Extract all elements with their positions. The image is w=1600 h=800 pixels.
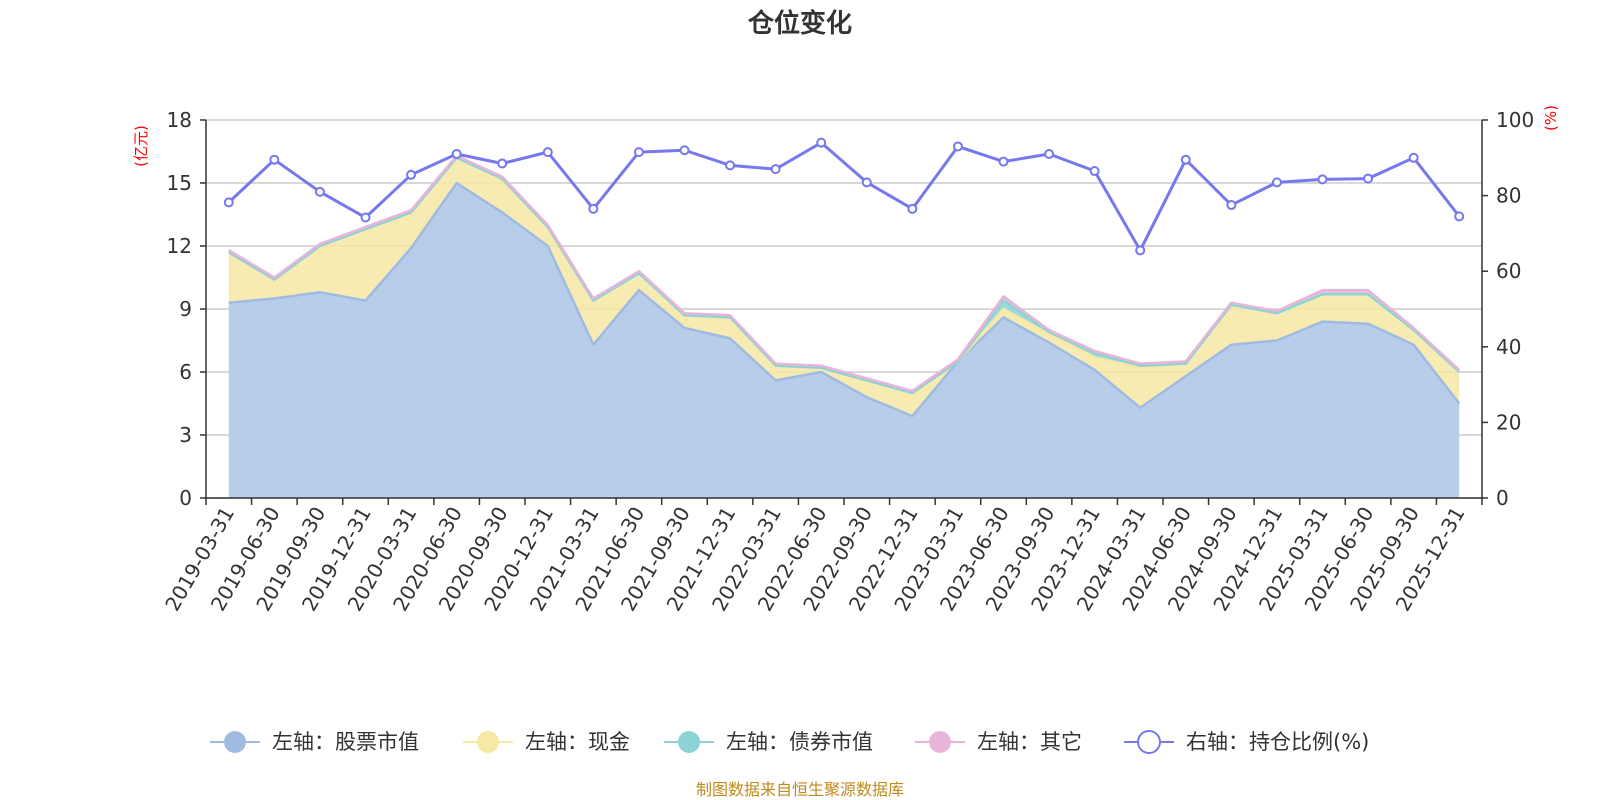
ratio-line [223,137,1465,256]
ratio-point [451,149,462,160]
ratio-point [1180,154,1191,165]
right-tick-label: 40 [1496,335,1521,359]
legend-label: 左轴：其它 [977,730,1082,754]
legend-label: 左轴：现金 [525,730,630,754]
right-tick-label: 20 [1496,410,1521,434]
ratio-point [1226,200,1237,211]
ratio-point [907,203,918,214]
ratio-point [360,212,371,223]
right-tick-label: 80 [1496,184,1521,208]
source-note: 制图数据来自恒生聚源数据库 [696,780,904,799]
legend-label: 右轴：持仓比例(%) [1186,730,1369,754]
line-bond [228,156,1461,395]
ratio-point [223,197,234,208]
left-tick-label: 18 [167,108,192,132]
legend-label: 左轴：债券市值 [726,730,873,754]
ratio-point [861,177,872,188]
left-tick-label: 6 [179,360,192,384]
ratio-point [269,154,280,165]
ratio-point [1271,177,1282,188]
left-tick-label: 3 [179,423,192,447]
right-tick-label: 60 [1496,259,1521,283]
legend-marker-icon [224,731,246,753]
ratio-point [1363,173,1374,184]
ratio-series-line [227,141,1461,252]
area-stock [228,183,1460,498]
ratio-point [1089,166,1100,177]
area-cash [228,157,1460,417]
left-tick-label: 0 [179,486,192,510]
ratio-point [1044,149,1055,160]
ratio-point [633,147,644,158]
legend-marker-icon [678,731,700,753]
chart-title: 仓位变化 [747,8,852,39]
line-other [228,154,1461,393]
legend-label: 左轴：股票市值 [272,730,419,754]
ratio-point [1317,174,1328,185]
ratio-point [679,145,690,156]
ratio-point [1135,245,1146,256]
ratio-point [497,158,508,169]
right-tick-label: 100 [1496,108,1534,132]
ratio-point [314,186,325,197]
line-stock [228,181,1461,418]
stacked-areas [228,154,1461,498]
legend-marker-icon [929,731,951,753]
ratio-point [542,147,553,158]
ratio-point [770,164,781,175]
ratio-point [588,203,599,214]
ratio-point [406,169,417,180]
ratio-point [1408,152,1419,163]
right-tick-label: 0 [1496,486,1509,510]
ratio-point [816,137,827,148]
left-tick-label: 9 [179,297,192,321]
ratio-point [998,156,1009,167]
legend-marker-icon [477,731,499,753]
legend: 左轴：股票市值 左轴：现金 左轴：债券市值 左轴：其它 右轴：持仓比例(%) [210,730,1369,754]
left-tick-label: 15 [167,171,192,195]
legend-marker-icon [1137,730,1161,754]
left-tick-label: 12 [167,234,192,258]
ratio-point [1454,211,1465,222]
left-axis-unit: (亿元) [132,125,150,167]
right-axis-unit: (%) [1542,105,1560,131]
ratio-point [952,141,963,152]
ratio-point [725,160,736,171]
